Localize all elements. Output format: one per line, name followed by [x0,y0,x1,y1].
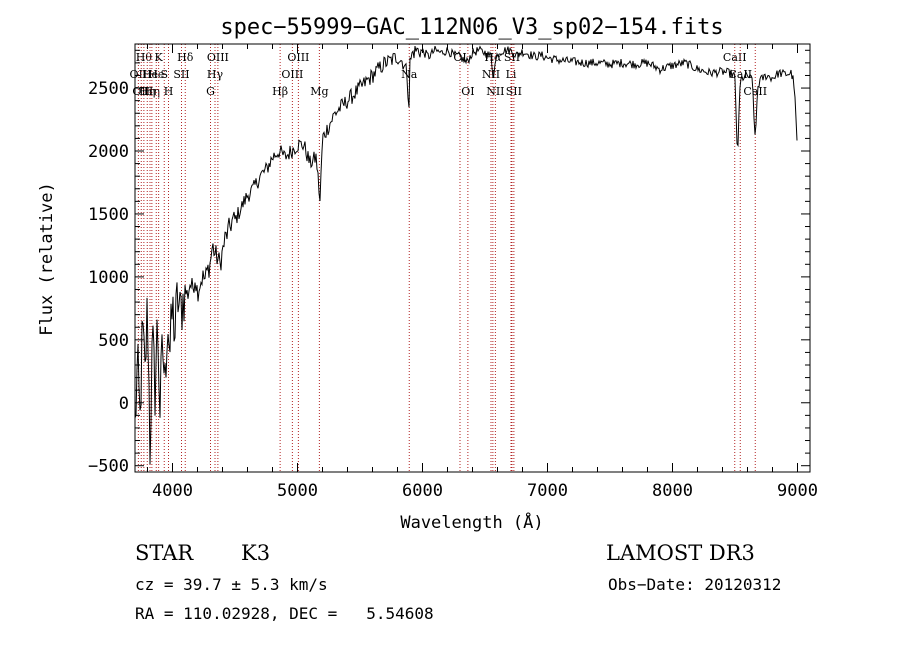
x-tick-label: 9000 [777,481,818,501]
x-tick-label: 8000 [652,481,693,501]
y-axis-label: Flux (relative) [37,182,57,336]
x-tick-label: 5000 [277,481,318,501]
plot-frame [134,43,811,473]
spectral-line-label: Hθ [136,51,153,64]
spectral-line-label: K [155,51,164,64]
spectral-line-label: H [164,85,174,98]
ra-dec-coordinates: RA = 110.02928, DEC = 5.54608 [135,604,434,623]
spectral-line-label: Hη [144,85,160,98]
spectral-line-label: G [206,85,215,98]
y-tick-label: 2000 [88,142,129,162]
survey-name: LAMOST DR3 [606,541,755,565]
y-tick-label: 0 [119,394,129,414]
spectral-line-label: CaII [723,51,747,64]
flux-series-line [134,45,798,465]
spectral-line-label: Hδ [177,51,194,64]
spectral-line-label: Mg [310,85,328,98]
object-class: STAR [135,541,194,565]
spectral-line-label: He [142,68,158,81]
spectral-line-label: CaII [743,85,767,98]
x-axis-label: Wavelength (Å) [400,511,543,533]
y-tick-label: 1500 [88,205,129,225]
spectral-line-label: NII [486,85,504,98]
y-tick-label: 2500 [88,79,129,99]
redshift-cz: cz = 39.7 ± 5.3 km/s [135,575,328,594]
x-tick-label: 7000 [527,481,568,501]
object-subclass: K3 [241,541,271,565]
spectral-line-label: OI [461,85,474,98]
spectral-line-label: OII [130,68,148,81]
spectral-line-label: Hβ [272,85,288,98]
spectral-line-label: SII [173,68,189,81]
spectral-line-label: SII [506,85,522,98]
x-tick-label: 4000 [152,481,193,501]
y-tick-label: −500 [88,457,129,477]
spectral-line-label: He [148,68,164,81]
y-tick-label: 500 [98,331,129,351]
spectral-line-label: OIII [207,51,229,64]
spectral-line-label: OIII [281,68,303,81]
spectral-line-label: S [160,68,168,81]
x-tick-label: 6000 [402,481,443,501]
spectral-line-label: Hγ [207,68,224,81]
axes-layer: 4000 5000 6000 7000 8000 9000 −500 0 500 1000 1500… [88,44,818,501]
spectral-line-label: OIII [287,51,309,64]
chart-title: spec−55999−GAC_112N06_V3_sp02−154.fits [220,15,723,40]
y-tick-label: 1000 [88,268,129,288]
observation-date: Obs−Date: 20120312 [608,575,782,594]
spectral-line-label: Li [506,68,517,81]
spectral-lines-layer: OIIOIIHθHηHeHηHeKSHSIIHδGHγOIIIHβOIIIOII… [130,44,767,472]
spectral-line-label: NII [482,68,500,81]
